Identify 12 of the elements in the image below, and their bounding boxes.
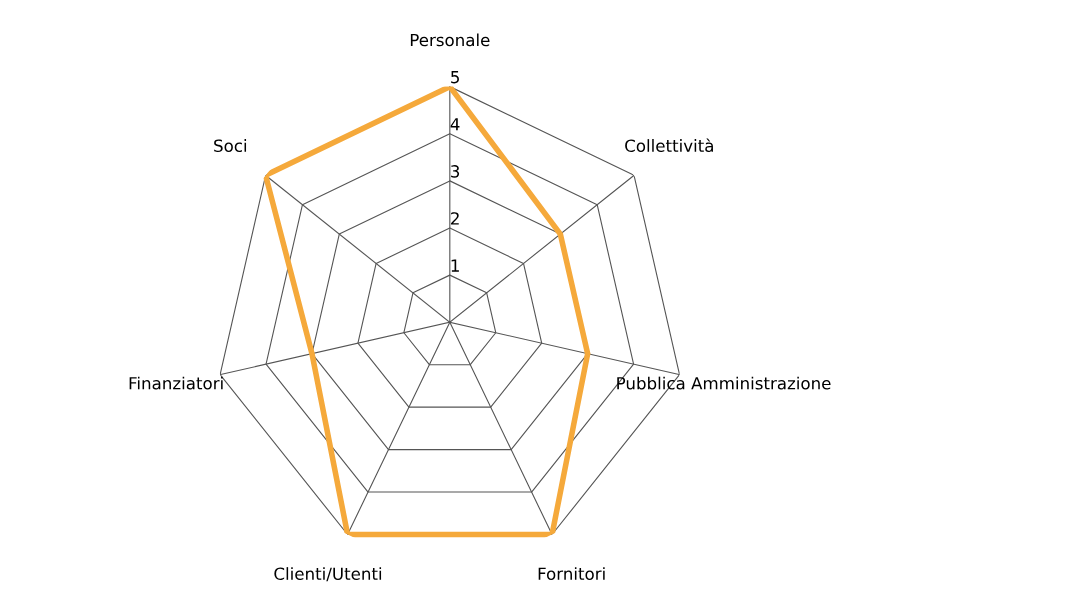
spoke-label: Fornitori — [538, 567, 605, 581]
y-tick-label: 1 — [451, 259, 459, 272]
spoke-label: Finanziatori — [129, 376, 223, 390]
y-tick-label: 4 — [450, 118, 460, 131]
spoke-label: Pubblica Amministrazione — [617, 376, 831, 390]
spoke-label: Clienti/Utenti — [274, 567, 382, 582]
spoke-label: Collettività — [625, 138, 713, 153]
spoke-label: Personale — [410, 33, 490, 47]
y-tick-label: 3 — [451, 165, 460, 178]
y-tick-label: 2 — [451, 212, 459, 225]
spoke-label: Soci — [214, 139, 247, 153]
y-tick-label: 5 — [451, 71, 459, 84]
